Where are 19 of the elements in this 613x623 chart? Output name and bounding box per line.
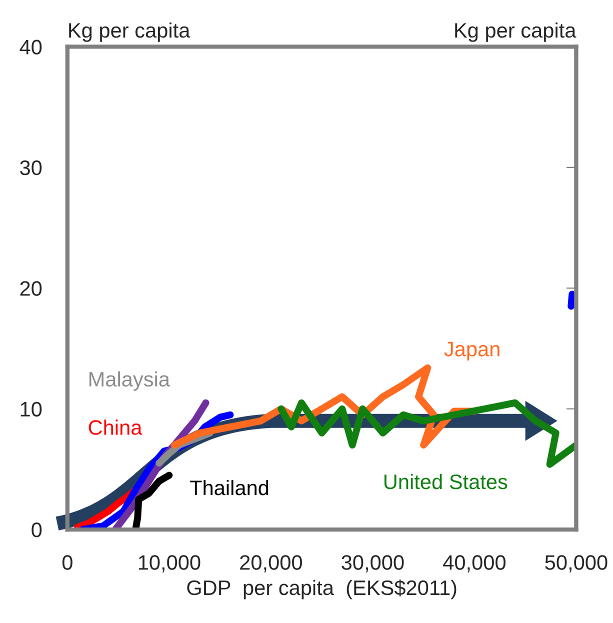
series-label: Thailand bbox=[190, 480, 268, 496]
y-tick-label: 10 bbox=[20, 402, 42, 417]
x-axis-title: GDP per capita (EKS$2011) bbox=[187, 580, 456, 600]
series-label: Japan bbox=[444, 342, 500, 361]
y2-axis-title: Kg per capita bbox=[455, 22, 576, 42]
x-tick-label: 40,000 bbox=[443, 555, 506, 572]
y-tick-label: 0 bbox=[32, 522, 42, 538]
y-tick-label: 30 bbox=[20, 160, 42, 176]
text: Malaysia bbox=[89, 371, 170, 391]
x-tick-label: 50,000 bbox=[545, 555, 608, 572]
series-label: United States bbox=[384, 474, 508, 490]
text: China bbox=[88, 420, 142, 435]
x-tick-label: 30,000 bbox=[342, 555, 404, 572]
y-tick-label: 40 bbox=[20, 40, 42, 54]
x-tick-label: 0 bbox=[62, 555, 72, 570]
x-tick-label: 10,000 bbox=[138, 555, 200, 572]
y-tick-label: 20 bbox=[20, 281, 42, 296]
y-axis-title: Kg per capita bbox=[69, 22, 190, 42]
x-tick-label: 20,000 bbox=[240, 555, 302, 572]
